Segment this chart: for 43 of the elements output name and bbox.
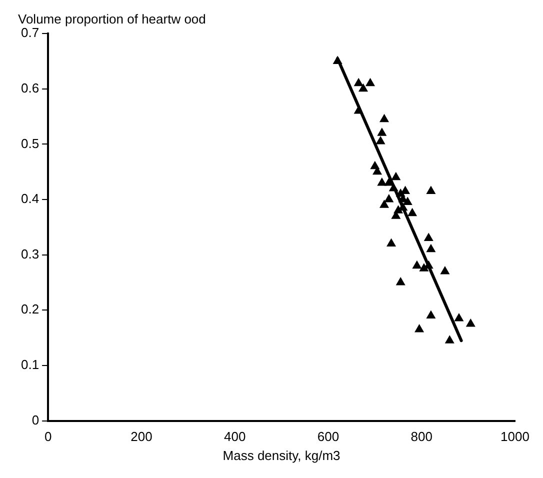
point bbox=[384, 194, 394, 202]
y-tick-label: 0.5 bbox=[20, 136, 40, 151]
point bbox=[396, 278, 405, 286]
x-tick-label: 0 bbox=[44, 429, 52, 444]
x-axis-title: Mass density, kg/m3 bbox=[222, 448, 340, 463]
y-tick-label: 0 bbox=[32, 412, 40, 428]
point bbox=[426, 244, 436, 252]
x-tick-label: 800 bbox=[410, 429, 432, 444]
y-tick-label: 0.1 bbox=[20, 357, 40, 372]
point bbox=[389, 183, 398, 192]
point bbox=[376, 136, 385, 144]
point bbox=[454, 313, 464, 322]
point bbox=[358, 84, 368, 92]
point bbox=[398, 202, 408, 211]
x-tick-label: 1000 bbox=[500, 429, 530, 444]
point bbox=[366, 78, 375, 86]
y-tick-label: 0.7 bbox=[20, 25, 40, 40]
point bbox=[380, 114, 389, 122]
point bbox=[354, 78, 363, 86]
point bbox=[412, 260, 422, 269]
x-tick-label: 600 bbox=[317, 429, 340, 444]
point bbox=[445, 336, 454, 344]
y-tick-label: 0.2 bbox=[20, 302, 40, 317]
point bbox=[333, 56, 342, 64]
point bbox=[440, 266, 450, 274]
point bbox=[403, 197, 412, 206]
point bbox=[380, 200, 389, 208]
point bbox=[378, 178, 386, 186]
y-tick-label: 0.4 bbox=[20, 191, 40, 206]
x-tick-label: 200 bbox=[130, 429, 152, 444]
point bbox=[414, 324, 424, 332]
y-tick-label: 0.6 bbox=[20, 80, 40, 96]
point bbox=[426, 186, 436, 194]
point bbox=[424, 233, 434, 242]
point bbox=[386, 238, 396, 247]
point bbox=[378, 128, 386, 136]
y-tick-label: 0.3 bbox=[20, 246, 40, 262]
x-tick-label: 400 bbox=[224, 429, 246, 444]
y-axis-title: Volume proportion of heartw ood bbox=[18, 11, 206, 26]
point bbox=[392, 172, 400, 180]
point bbox=[408, 208, 417, 216]
point bbox=[466, 319, 476, 327]
point bbox=[426, 310, 436, 318]
